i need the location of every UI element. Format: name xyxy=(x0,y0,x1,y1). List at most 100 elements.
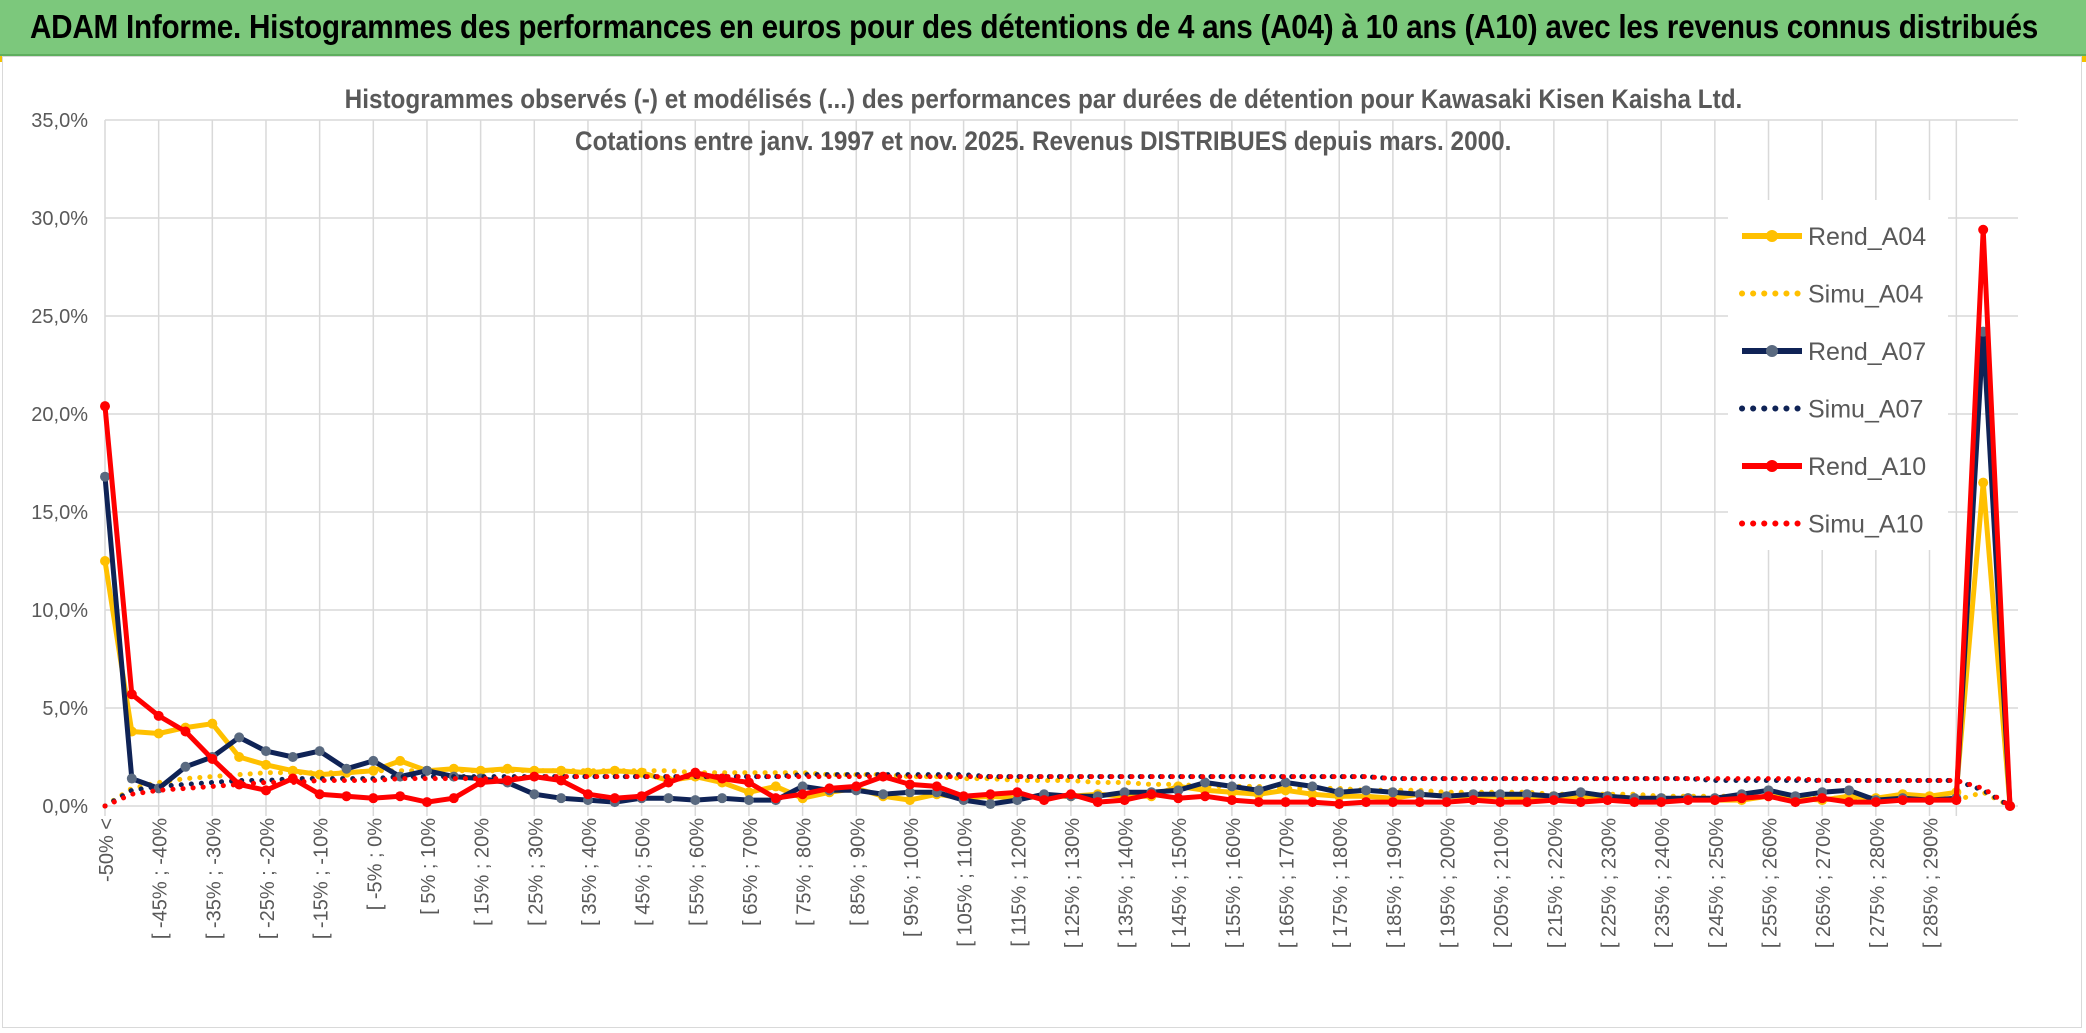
x-tick-label: [ -5% ; 0% xyxy=(364,818,386,910)
point-rend-a10 xyxy=(1575,797,1586,808)
point-rend-a10 xyxy=(1307,797,1318,808)
x-tick-label: [ 125% ; 130% xyxy=(1062,818,1084,948)
x-tick-label: [ 25% ; 30% xyxy=(525,818,547,926)
point-rend-a10 xyxy=(1602,795,1613,806)
x-tick-label: [ 165% ; 170% xyxy=(1277,818,1299,948)
point-rend-a07 xyxy=(260,746,271,757)
point-rend-a07 xyxy=(314,746,325,757)
legend-marker xyxy=(1766,345,1778,357)
y-tick-label: 15,0% xyxy=(31,502,88,524)
point-rend-a10 xyxy=(1817,793,1828,804)
point-rend-a10 xyxy=(636,791,647,802)
point-rend-a10 xyxy=(851,781,862,792)
report-banner: ADAM Informe. Histogrammes des performan… xyxy=(0,0,2086,56)
point-rend-a07 xyxy=(234,732,245,743)
point-rend-a07 xyxy=(1200,777,1211,788)
y-tick-label: 25,0% xyxy=(31,306,88,328)
point-rend-a10 xyxy=(1629,797,1640,808)
x-tick-label: [ 85% ; 90% xyxy=(847,818,869,926)
point-rend-a10 xyxy=(770,793,781,804)
x-tick-label: [ 55% ; 60% xyxy=(686,818,708,926)
point-rend-a10 xyxy=(958,791,969,802)
x-tick-label: [ 265% ; 270% xyxy=(1813,818,1835,948)
point-rend-a07 xyxy=(1119,787,1130,798)
point-rend-a07 xyxy=(690,795,701,806)
point-rend-a07 xyxy=(878,789,889,800)
point-rend-a10 xyxy=(1441,797,1452,808)
point-rend-a10 xyxy=(797,789,808,800)
point-rend-a10 xyxy=(126,689,137,700)
point-rend-a10 xyxy=(1039,795,1050,806)
point-rend-a10 xyxy=(1146,789,1157,800)
point-rend-a07 xyxy=(717,793,728,804)
point-rend-a10 xyxy=(1387,797,1398,808)
point-rend-a07 xyxy=(556,793,567,804)
point-rend-a10 xyxy=(1226,795,1237,806)
series-simu-a10 xyxy=(102,774,2013,809)
point-rend-a10 xyxy=(1951,795,1962,806)
point-rend-a10 xyxy=(421,797,432,808)
legend-label: Rend_A07 xyxy=(1808,338,1926,366)
legend-label: Simu_A10 xyxy=(1808,511,1923,539)
point-rend-a10 xyxy=(1844,797,1855,808)
point-rend-a10 xyxy=(1870,797,1881,808)
point-rend-a07 xyxy=(1522,789,1533,800)
x-tick-label: [ 65% ; 70% xyxy=(740,818,762,926)
point-rend-a10 xyxy=(314,789,325,800)
point-rend-a07 xyxy=(663,793,674,804)
point-rend-a10 xyxy=(260,785,271,796)
chart-title: Histogrammes observés (-) et modélisés (… xyxy=(344,84,1742,114)
point-rend-a10 xyxy=(234,779,245,790)
legend-box xyxy=(1728,200,1948,550)
point-rend-a10 xyxy=(1790,797,1801,808)
point-rend-a07 xyxy=(1226,781,1237,792)
y-tick-label: 35,0% xyxy=(31,110,88,132)
point-rend-a10 xyxy=(1924,795,1935,806)
y-tick-label: 10,0% xyxy=(31,600,88,622)
x-tick-label: [ 5% ; 10% xyxy=(418,818,440,915)
x-tick-label: [ 245% ; 250% xyxy=(1706,818,1728,948)
y-tick-label: 30,0% xyxy=(31,208,88,230)
point-rend-a10 xyxy=(1763,791,1774,802)
x-tick-label: [ 205% ; 210% xyxy=(1491,818,1513,948)
point-rend-a10 xyxy=(1334,799,1345,810)
x-tick-label: [ 275% ; 280% xyxy=(1867,818,1889,948)
point-rend-a10 xyxy=(1548,795,1559,806)
x-tick-label: [ 105% ; 110% xyxy=(955,818,977,947)
point-rend-a07 xyxy=(1334,787,1345,798)
chart-subtitle: Cotations entre janv. 1997 et nov. 2025.… xyxy=(574,126,1512,156)
point-rend-a10 xyxy=(1468,795,1479,806)
point-rend-a04 xyxy=(100,556,110,566)
y-tick-label: 20,0% xyxy=(31,404,88,426)
point-rend-a07 xyxy=(1173,785,1184,796)
point-rend-a10 xyxy=(878,771,889,782)
x-tick-label: [ 75% ; 80% xyxy=(794,818,816,926)
point-rend-a10 xyxy=(1200,791,1211,802)
x-tick-label: [ 285% ; 290% xyxy=(1921,818,1943,948)
point-rend-a07 xyxy=(1414,789,1425,800)
x-tick-label: [ 235% ; 240% xyxy=(1652,818,1674,948)
x-tick-label: [ 255% ; 260% xyxy=(1760,818,1782,948)
point-rend-a10 xyxy=(609,793,620,804)
point-rend-a07 xyxy=(1575,787,1586,798)
point-rend-a04 xyxy=(260,759,271,770)
point-rend-a10 xyxy=(1361,797,1372,808)
series-rend-a07 xyxy=(102,329,2013,807)
point-rend-a10 xyxy=(931,781,942,792)
point-rend-a07 xyxy=(368,755,379,766)
point-rend-a10 xyxy=(663,777,674,788)
legend-marker xyxy=(1766,230,1778,242)
x-tick-label: [ 45% ; 50% xyxy=(633,818,655,926)
point-rend-a07 xyxy=(1012,795,1023,806)
x-tick-label: [ -45% ; -40% xyxy=(150,818,172,939)
point-rend-a10 xyxy=(1495,797,1506,808)
x-tick-label: [ 95% ; 100% xyxy=(901,818,923,937)
x-tick-label: [ 35% ; 40% xyxy=(579,818,601,926)
point-rend-a10 xyxy=(824,783,835,794)
point-rend-a10 xyxy=(153,710,164,721)
x-tick-label: [ -35% ; -30% xyxy=(203,818,225,939)
x-tick-label: [ -15% ; -10% xyxy=(311,818,333,939)
point-rend-a10 xyxy=(1065,789,1076,800)
point-rend-a04 xyxy=(743,787,754,798)
point-rend-a04 xyxy=(207,718,218,729)
